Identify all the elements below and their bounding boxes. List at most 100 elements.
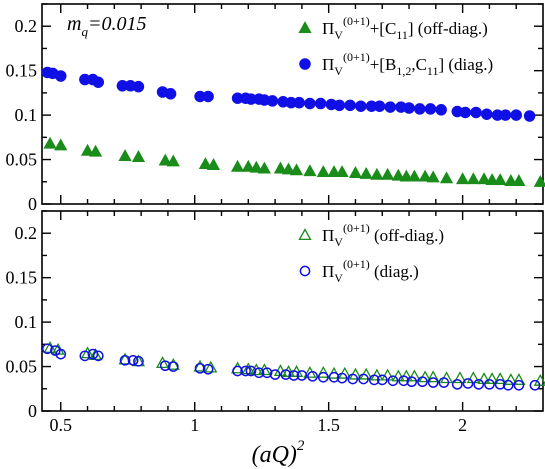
data-point xyxy=(80,143,95,156)
data-point xyxy=(240,365,251,377)
data-point xyxy=(427,377,439,388)
data-point xyxy=(335,165,349,178)
y-tick-label: 0.05 xyxy=(6,150,38,170)
plot-frame xyxy=(41,3,544,205)
data-point xyxy=(493,173,507,186)
data-point xyxy=(289,163,304,176)
data-point xyxy=(42,343,53,355)
data-point xyxy=(381,167,395,180)
data-point xyxy=(118,149,132,162)
data-point xyxy=(513,379,525,391)
data-point xyxy=(132,80,145,93)
data-point xyxy=(368,374,380,386)
data-point xyxy=(451,378,463,390)
x-tick-label: 1.5 xyxy=(317,415,340,435)
legend-marker xyxy=(298,21,312,34)
data-point xyxy=(417,376,428,388)
data-point xyxy=(523,110,536,122)
plot-frame xyxy=(41,210,544,412)
data-point xyxy=(159,360,171,372)
data-point xyxy=(499,109,512,121)
data-point xyxy=(131,150,146,162)
data-point xyxy=(529,379,541,391)
data-point xyxy=(418,169,432,182)
data-point xyxy=(54,138,68,151)
data-point xyxy=(477,372,491,385)
data-point xyxy=(381,368,395,381)
y-tick-label: 0 xyxy=(28,194,37,214)
legend-entry: ΠV(0+1)+[C11] (off-diag.) xyxy=(322,14,488,42)
data-point xyxy=(480,108,493,120)
data-point xyxy=(232,365,243,377)
data-point xyxy=(55,348,67,360)
data-point xyxy=(43,136,57,149)
y-tick-label: 0.05 xyxy=(6,357,38,377)
y-tick-label: 0.15 xyxy=(6,268,38,288)
x-axis-label: (aQ)2 xyxy=(252,438,305,468)
data-point xyxy=(288,370,300,381)
data-point xyxy=(79,350,91,362)
data-point xyxy=(166,357,180,370)
data-point xyxy=(384,101,397,113)
data-point xyxy=(241,159,255,172)
data-point xyxy=(202,90,214,103)
data-point xyxy=(253,367,265,379)
data-point xyxy=(206,158,221,170)
legend-entry: ΠV(0+1) (off-diag.) xyxy=(322,221,444,249)
x-tick-label: 1 xyxy=(190,415,199,435)
y-tick-label: 0.15 xyxy=(6,61,38,81)
data-point xyxy=(266,95,279,107)
data-point xyxy=(435,104,447,116)
data-point xyxy=(273,161,288,174)
data-point xyxy=(407,369,422,382)
data-point xyxy=(387,375,399,387)
data-point xyxy=(485,173,499,186)
data-point xyxy=(50,345,61,356)
data-point xyxy=(473,378,485,390)
data-point xyxy=(391,369,405,382)
data-point xyxy=(502,379,514,391)
data-point xyxy=(118,352,132,365)
y-tick-label: 0.2 xyxy=(15,16,38,36)
y-tick-label: 0.1 xyxy=(15,105,38,125)
y-tick-label: 0.2 xyxy=(15,223,38,243)
data-point xyxy=(424,103,437,115)
data-point xyxy=(296,370,308,381)
data-point xyxy=(87,348,99,360)
data-point xyxy=(348,166,363,178)
data-point xyxy=(119,354,131,366)
legend-marker xyxy=(298,228,312,241)
data-point xyxy=(80,346,95,359)
data-point xyxy=(439,171,454,184)
data-point xyxy=(194,362,206,374)
data-point xyxy=(293,96,305,109)
data-point xyxy=(459,106,472,119)
data-point xyxy=(241,362,255,375)
data-point xyxy=(204,360,218,373)
data-point xyxy=(453,371,467,384)
data-point xyxy=(347,373,359,385)
data-point xyxy=(407,169,422,182)
data-point xyxy=(314,97,327,110)
data-point xyxy=(261,367,273,379)
data-point xyxy=(336,372,348,384)
data-point xyxy=(438,377,450,388)
data-point xyxy=(127,354,139,366)
data-point xyxy=(426,370,440,383)
data-point xyxy=(466,172,480,185)
data-point xyxy=(493,372,507,385)
data-point xyxy=(155,356,170,369)
data-point xyxy=(257,161,271,174)
data-point xyxy=(414,103,426,115)
data-point xyxy=(280,369,292,380)
data-point xyxy=(355,100,367,112)
data-point xyxy=(376,374,388,386)
data-point xyxy=(249,160,263,173)
data-point xyxy=(512,373,526,385)
data-point xyxy=(477,172,491,185)
data-point xyxy=(462,378,474,389)
data-point xyxy=(92,76,105,88)
data-point xyxy=(359,166,373,179)
x-tick-label: 2 xyxy=(458,415,467,435)
